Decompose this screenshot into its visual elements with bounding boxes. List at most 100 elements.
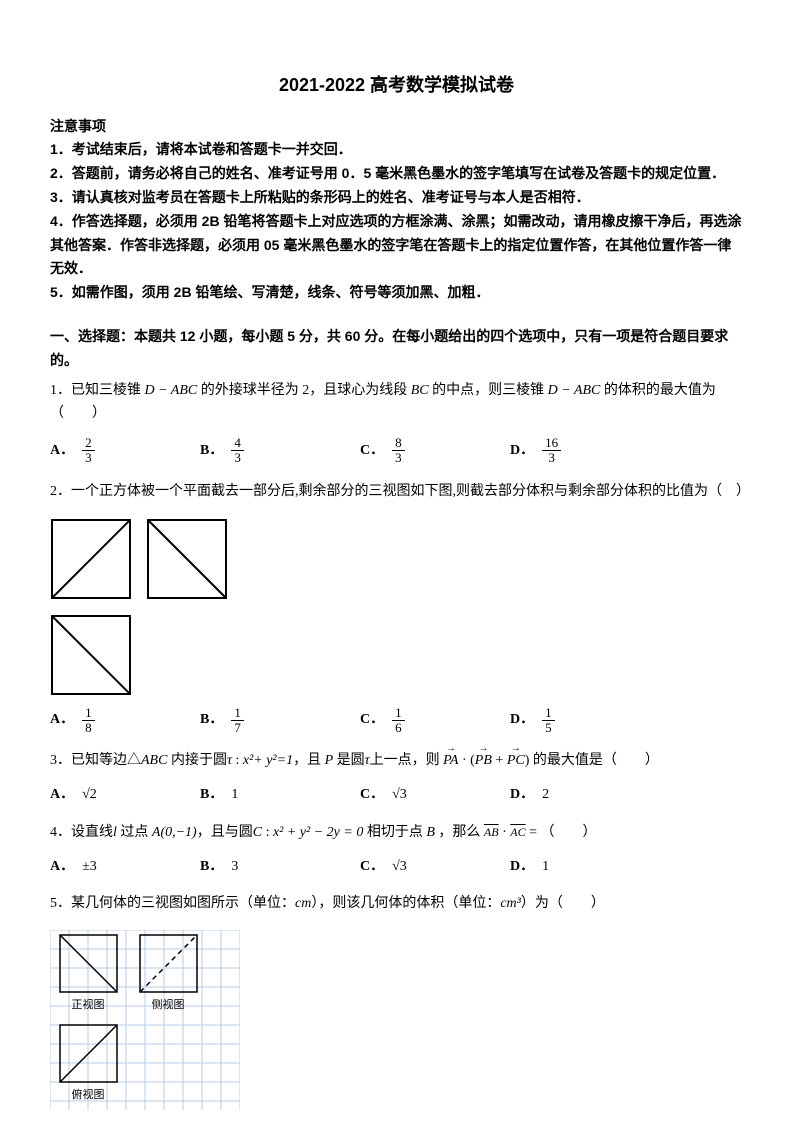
q3-option-b: B． 1 [200, 783, 360, 807]
option-label-a: A． [50, 708, 74, 732]
q3-text-pre: 3．已知等边△ [50, 753, 141, 768]
notice-block: 注意事项 1．考试结束后，请将本试卷和答题卡一并交回． 2．答题前，请务必将自己… [50, 115, 743, 305]
q2-c-frac: 16 [392, 706, 405, 736]
q5-text-pre: 5．某几何体的三视图如图所示（单位： [50, 896, 295, 911]
q2-c-den: 6 [392, 721, 405, 735]
q2-a-num: 1 [82, 706, 95, 721]
q4-text-mid2: ，且与圆 [197, 825, 253, 840]
q5-label-side: 侧视图 [152, 997, 185, 1011]
q4-eqn: x² + y² − 2y = 0 [273, 825, 363, 840]
q3-vec-pa: PA [443, 749, 458, 773]
q4-b: B [426, 825, 435, 840]
notice-item-1: 1．考试结束后，请将本试卷和答题卡一并交回． [50, 138, 743, 162]
q1-b-num: 4 [231, 436, 244, 451]
q1-a-den: 3 [82, 451, 95, 465]
q2-view-2 [146, 518, 228, 600]
q1-b-den: 3 [231, 451, 244, 465]
notice-item-2: 2．答题前，请务必将自己的姓名、准考证号用 0．5 毫米黑色墨水的签字笔填写在试… [50, 162, 743, 186]
q4-b-val: 3 [231, 855, 238, 879]
q2-b-den: 7 [231, 721, 244, 735]
option-label-b: B． [200, 708, 223, 732]
q1-d-frac: 163 [542, 436, 561, 466]
q5-figure: 正视图 侧视图 俯视图 [50, 930, 743, 1110]
option-label-c: C． [360, 708, 384, 732]
notice-heading: 注意事项 [50, 115, 743, 139]
q3-text-mid3: 是圆 [333, 753, 365, 768]
q4-text-mid1: 过点 [117, 825, 152, 840]
q4-c-val: √3 [392, 855, 407, 879]
q4-options: A．±3 B．3 C．√3 D．1 [50, 855, 743, 879]
q3-vec-pb: PB [475, 749, 492, 773]
q2-options: A． 18 B． 17 C． 16 D． 15 [50, 706, 743, 736]
question-3: 3．已知等边△ABC 内接于圆τ : x²+ y²=1，且 P 是圆τ上一点，则… [50, 749, 743, 773]
q3-options: A． √2 B． 1 C．√3 D． 2 [50, 783, 743, 807]
option-label-a: A． [50, 783, 74, 807]
q3-option-c: C．√3 [360, 783, 510, 807]
page-title: 2021-2022 高考数学模拟试卷 [50, 70, 743, 101]
q2-d-frac: 15 [542, 706, 555, 736]
option-label-d: D． [510, 783, 534, 807]
q4-a-val: ±3 [82, 855, 97, 879]
q4-text-post: （ ） [541, 825, 597, 840]
q4-pta: A(0,−1) [152, 825, 197, 840]
option-label-a: A． [50, 855, 74, 879]
q1-option-d: D． 163 [510, 436, 660, 466]
option-label-b: B． [200, 783, 223, 807]
q4-c: C [253, 825, 262, 840]
q1-var-bc: BC [411, 383, 429, 398]
notice-item-3: 3．请认真核对监考员在答题卡上所粘贴的条形码上的姓名、准考证号与本人是否相符． [50, 186, 743, 210]
q3-tau: τ [227, 753, 232, 768]
option-label-c: C． [360, 855, 384, 879]
q1-c-den: 3 [392, 451, 405, 465]
q3-eqn: x²+ y²=1 [243, 753, 293, 768]
q2-b-frac: 17 [231, 706, 244, 736]
q3-text-mid1: 内接于圆 [167, 753, 227, 768]
q2-d-num: 1 [542, 706, 555, 721]
q2-a-den: 8 [82, 721, 95, 735]
q2-b-num: 1 [231, 706, 244, 721]
q1-option-a: A． 23 [50, 436, 200, 466]
q2-view-3 [50, 614, 132, 696]
q1-var-dabc: D − ABC [145, 383, 198, 398]
q3-text-mid2: ，且 [293, 753, 325, 768]
question-4: 4．设直线l 过点 A(0,−1)，且与圆C : x² + y² − 2y = … [50, 821, 743, 845]
q4-text-mid3: 相切于点 [363, 825, 426, 840]
q2-option-d: D． 15 [510, 706, 660, 736]
q4-option-a: A． ±3 [50, 855, 200, 879]
q3-d-val: 2 [542, 783, 549, 807]
q1-text-pre: 1．已知三棱锥 [50, 383, 145, 398]
q3-option-d: D． 2 [510, 783, 660, 807]
q1-option-b: B． 43 [200, 436, 360, 466]
q4-option-d: D．1 [510, 855, 660, 879]
option-label-b: B． [200, 439, 223, 463]
q2-view-1 [50, 518, 132, 600]
q3-a-val: √2 [82, 783, 97, 807]
q3-b-val: 1 [231, 783, 238, 807]
q1-a-frac: 23 [82, 436, 95, 466]
question-1: 1．已知三棱锥 D − ABC 的外接球半径为 2，且球心为线段 BC 的中点，… [50, 379, 743, 427]
q1-option-c: C． 83 [360, 436, 510, 466]
q4-option-c: C． √3 [360, 855, 510, 879]
option-label-d: D． [510, 708, 534, 732]
q2-a-frac: 18 [82, 706, 95, 736]
notice-item-5: 5．如需作图，须用 2B 铅笔绘、写清楚，线条、符号等须加黑、加粗． [50, 281, 743, 305]
q2-figure-row2 [50, 614, 743, 696]
q1-d-num: 16 [542, 436, 561, 451]
q4-vec-ac: AC [510, 825, 525, 839]
q3-text-mid4: 上一点，则 [370, 753, 444, 768]
section-1-heading: 一、选择题：本题共 12 小题，每小题 5 分，共 60 分。在每小题给出的四个… [50, 325, 743, 373]
q1-b-frac: 43 [231, 436, 244, 466]
q2-option-a: A． 18 [50, 706, 200, 736]
q5-text-post: ）为（ ） [521, 896, 605, 911]
q5-label-front: 正视图 [72, 997, 105, 1011]
q2-c-num: 1 [392, 706, 405, 721]
q1-c-num: 8 [392, 436, 405, 451]
q1-var-dabc-2: D − ABC [548, 383, 601, 398]
q4-text-pre: 4．设直线 [50, 825, 113, 840]
option-label-d: D． [510, 855, 534, 879]
option-label-c: C． [360, 439, 384, 463]
notice-item-4: 4．作答选择题，必须用 2B 铅笔将答题卡上对应选项的方框涂满、涂黑；如需改动，… [50, 210, 743, 281]
q4-text-mid4: ，那么 [435, 825, 484, 840]
option-label-d: D． [510, 439, 534, 463]
q1-c-frac: 83 [392, 436, 405, 466]
